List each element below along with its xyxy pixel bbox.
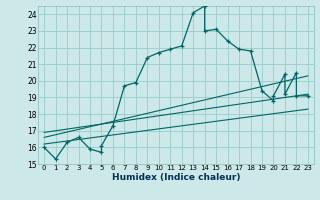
X-axis label: Humidex (Indice chaleur): Humidex (Indice chaleur) <box>112 173 240 182</box>
